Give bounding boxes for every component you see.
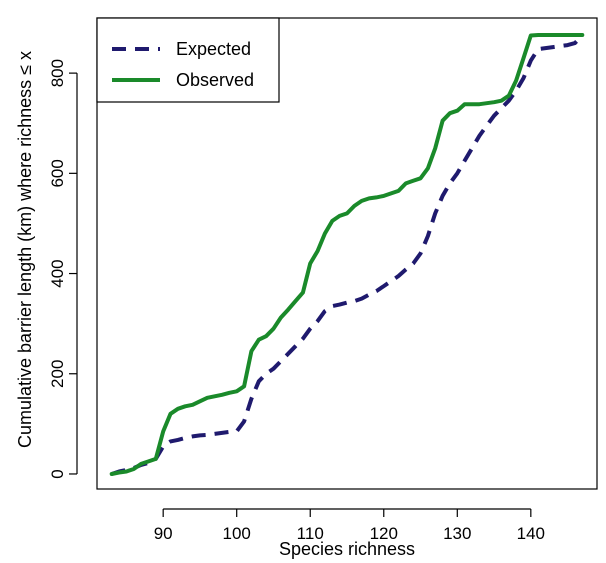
x-tick-label-90: 90 — [154, 524, 173, 543]
y-tick-label-800: 800 — [48, 59, 67, 87]
plot-area — [109, 33, 585, 476]
legend-label-expected: Expected — [176, 39, 251, 59]
y-tick-label-200: 200 — [48, 360, 67, 388]
series-line-observed — [109, 33, 585, 476]
x-tick-label-140: 140 — [517, 524, 545, 543]
y-axis-label: Cumulative barrier length (km) where ric… — [15, 51, 35, 448]
y-tick-label-400: 400 — [48, 259, 67, 287]
legend-label-observed: Observed — [176, 70, 254, 90]
legend: Expected Observed — [96, 17, 280, 103]
x-tick-label-110: 110 — [297, 524, 324, 543]
x-tick-label-120: 120 — [370, 524, 398, 543]
legend-box — [96, 17, 280, 103]
x-tick-label-100: 100 — [223, 524, 251, 543]
y-tick-label-600: 600 — [48, 159, 67, 187]
axes: 90 100 110 120 130 140 0 200 400 600 800 — [48, 17, 598, 543]
y-tick-label-0: 0 — [48, 469, 67, 478]
x-axis-label: Species richness — [279, 539, 415, 559]
plot-frame — [96, 17, 598, 490]
x-tick-label-130: 130 — [443, 524, 471, 543]
